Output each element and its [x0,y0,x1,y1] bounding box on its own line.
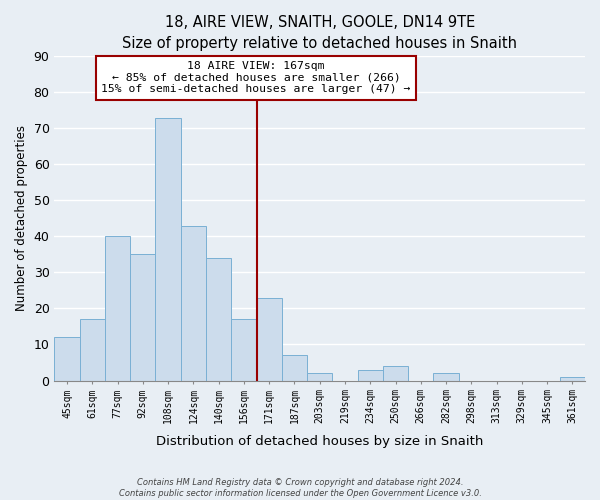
Y-axis label: Number of detached properties: Number of detached properties [15,126,28,312]
Bar [358,370,383,380]
Title: 18, AIRE VIEW, SNAITH, GOOLE, DN14 9TE
Size of property relative to detached hou: 18, AIRE VIEW, SNAITH, GOOLE, DN14 9TE S… [122,15,517,51]
Bar [80,320,105,380]
Bar [231,320,257,380]
Text: Contains HM Land Registry data © Crown copyright and database right 2024.
Contai: Contains HM Land Registry data © Crown c… [119,478,481,498]
Bar [257,298,282,380]
Bar [560,377,585,380]
Text: 18 AIRE VIEW: 167sqm
← 85% of detached houses are smaller (266)
15% of semi-deta: 18 AIRE VIEW: 167sqm ← 85% of detached h… [101,61,411,94]
Bar [383,366,408,380]
Bar [181,226,206,380]
Bar [130,254,155,380]
Bar [433,374,458,380]
Bar [206,258,231,380]
Bar [105,236,130,380]
Bar [307,374,332,380]
Bar [155,118,181,380]
X-axis label: Distribution of detached houses by size in Snaith: Distribution of detached houses by size … [156,434,484,448]
Bar [55,338,80,380]
Bar [282,356,307,380]
